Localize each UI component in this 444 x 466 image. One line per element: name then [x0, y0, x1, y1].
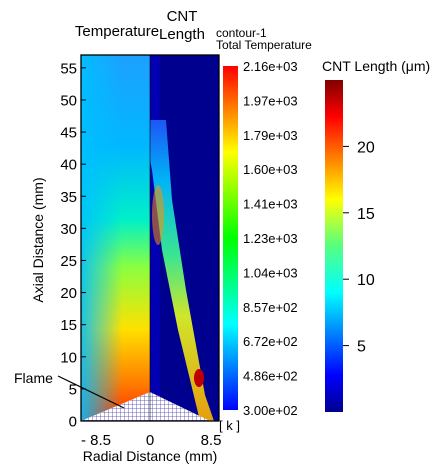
y-tick-label: 30	[60, 221, 77, 238]
y-tick-label: 10	[60, 349, 77, 366]
flame-region	[81, 392, 210, 421]
y-tick-label: 50	[60, 92, 77, 109]
temp-colorbar-tick-label: 6.72e+02	[243, 334, 298, 349]
cnt-colorbar-title: CNT Length (μm)	[322, 58, 430, 74]
cnt-colorbar-tick-label: 10	[357, 272, 375, 289]
temperature-colorbar	[223, 66, 238, 410]
cnt-panel-title-line1: CNT	[167, 8, 198, 25]
x-axis-label: Radial Distance (mm)	[83, 448, 218, 464]
y-tick-label: 0	[69, 414, 77, 431]
cnt-colorbar-tick-label: 15	[357, 206, 375, 223]
x-tick-left: - 8.5	[81, 432, 111, 449]
cnt-peak-spot	[194, 369, 204, 387]
cnt-panel-title-line2: Length	[159, 26, 205, 43]
temperature-panel-title: Temperature	[75, 23, 159, 40]
temp-colorbar-tick-label: 8.57e+02	[243, 300, 298, 315]
y-tick-label: 5	[69, 381, 77, 398]
x-tick-right: 8.5	[201, 432, 222, 449]
cnt-growth-band	[150, 120, 214, 421]
temp-colorbar-title-line1: contour-1	[216, 26, 267, 40]
temp-colorbar-tick-label: 1.97e+03	[243, 93, 298, 108]
y-tick-label: 25	[60, 253, 77, 270]
y-tick-label: 35	[60, 189, 77, 206]
temperature-colorbar-ticks: 2.16e+03 1.97e+03 1.79e+03 1.60e+03 1.41e+03…	[243, 59, 298, 418]
y-tick-label: 15	[60, 317, 77, 334]
temp-colorbar-tick-label: 4.86e+02	[243, 369, 298, 384]
cnt-colorbar-tick-label: 20	[357, 139, 375, 156]
temp-colorbar-tick-label: 1.04e+03	[243, 265, 298, 280]
temp-colorbar-tick-label: 3.00e+02	[243, 403, 298, 418]
flame-annotation: Flame	[14, 370, 53, 386]
y-tick-label: 40	[60, 157, 77, 174]
temp-colorbar-tick-label: 1.23e+03	[243, 231, 298, 246]
flame-annotation-pointer	[57, 375, 125, 409]
temp-colorbar-unit: [ k ]	[219, 418, 240, 433]
temp-colorbar-title-line2: Total Temperature	[216, 38, 312, 52]
cnt-length-field	[150, 55, 219, 421]
y-axis-label: Axial Distance (mm)	[30, 177, 46, 302]
y-tick-label: 45	[60, 125, 77, 142]
y-tick-label: 20	[60, 285, 77, 302]
x-tick-center: 0	[146, 432, 154, 449]
temp-colorbar-tick-label: 1.41e+03	[243, 197, 298, 212]
cnt-colorbar-ticks: 20 15 10 5	[343, 139, 375, 356]
temperature-field	[81, 55, 150, 421]
cnt-colorbar-tick-label: 5	[357, 339, 366, 356]
temp-colorbar-tick-label: 1.60e+03	[243, 162, 298, 177]
cnt-length-colorbar	[325, 80, 343, 412]
temp-colorbar-tick-label: 1.79e+03	[243, 128, 298, 143]
y-tick-label: 55	[60, 60, 77, 77]
temp-colorbar-tick-label: 2.16e+03	[243, 59, 298, 74]
